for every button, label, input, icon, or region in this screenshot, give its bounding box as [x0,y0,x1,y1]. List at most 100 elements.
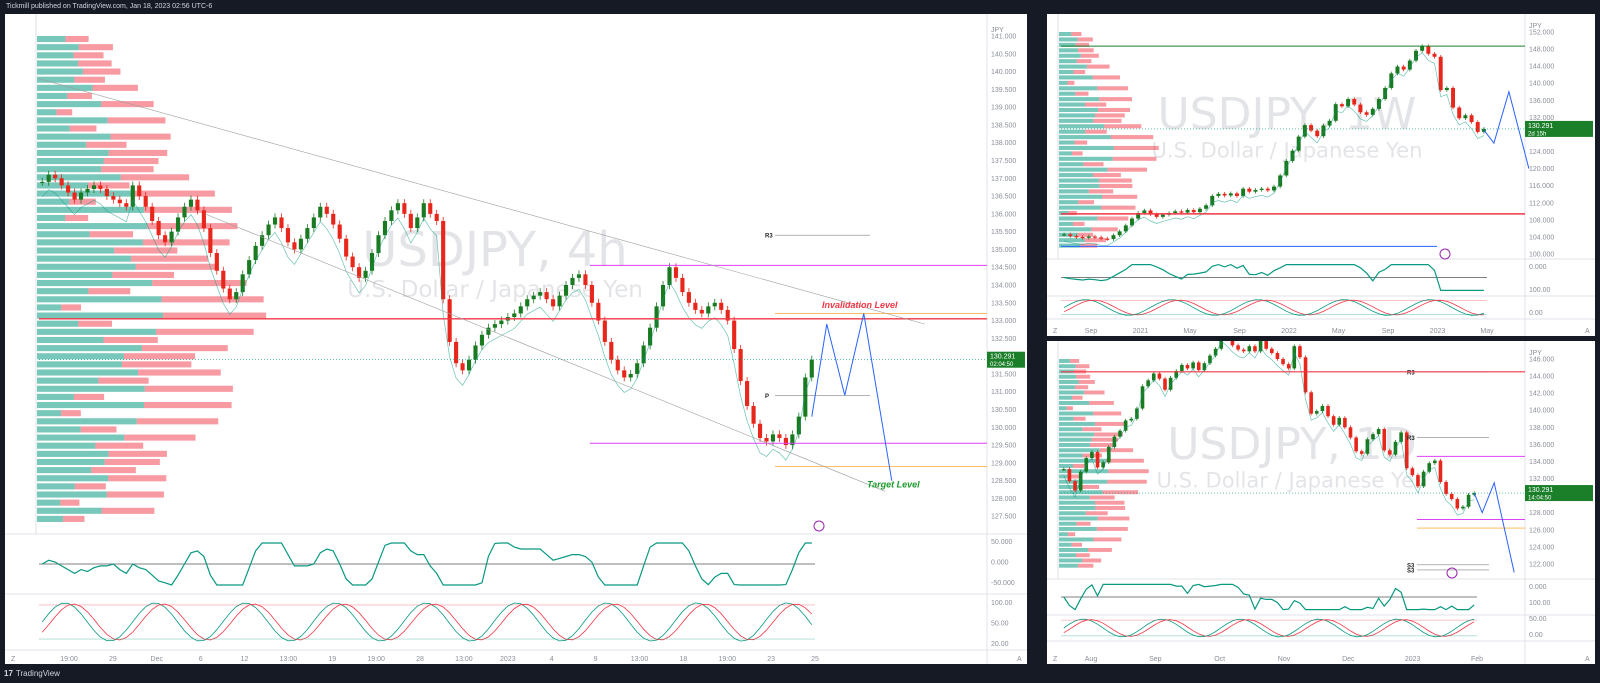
volume-profile-bar-up [37,117,108,124]
volume-profile-bar-down [1072,464,1085,468]
candle-body [1382,429,1387,451]
channel-upper-line [38,78,926,325]
volume-profile-bar-down [1089,443,1116,447]
y-tick-label: 129.500 [991,443,1016,450]
chart-1w-svg[interactable]: USDJPY, 1WU.S. Dollar / Japanese YenJPY1… [1047,14,1595,336]
candle-body [1432,53,1437,57]
candle-body [1321,125,1326,137]
x-tick-label: 9 [594,656,598,663]
volume-profile-bar-up [37,418,137,425]
auto-scale-button: A [1017,656,1022,663]
volume-profile-bar-up [37,353,124,360]
candle-body [1354,437,1358,452]
chart-4h-panel[interactable]: USDJPY, 4h U.S. Dollar / Japanese Yen JPY 1… [5,14,1027,664]
volume-profile-bar-down [1107,479,1147,484]
volume-profile-bar-down [69,125,97,132]
candle-body [538,292,543,296]
candle-body [1247,188,1252,192]
indicator-tick-label: 0.000 [991,559,1009,566]
price-label-value: 130.291 [1528,487,1553,494]
candle-body [531,295,536,300]
volume-profile-bar-down [1093,173,1121,178]
candle-body [1163,378,1167,390]
y-tick-label: 136.000 [991,211,1016,218]
publisher-text: Tickmill published on TradingView.com, J… [6,3,213,10]
volume-profile-bar-up [1059,448,1100,453]
volume-profile-bar-down [1110,135,1154,140]
y-tick-label: 132.000 [1529,115,1554,122]
candle-body [518,306,523,314]
candle-body [693,302,698,310]
momentum-indicator-line [41,542,812,586]
volume-profile-bar-up [1059,97,1100,102]
candle-body [1399,432,1403,442]
y-tick-label: 148.000 [1529,47,1554,54]
volume-profile-bar-up [1059,416,1074,421]
volume-profile-bar-down [1077,232,1094,237]
indicator-tick-label: 50.000 [991,539,1013,546]
volume-profile-bar-down [1075,364,1090,369]
candle-body [725,309,730,321]
candle-body [570,277,575,285]
y-tick-label: 144.000 [1529,64,1554,71]
volume-profile-bar-up [1059,91,1076,96]
candle-body [641,345,646,364]
candle-body [1185,364,1190,369]
watermark-symbol: USDJPY, 1D [1167,419,1416,470]
chart-1w-panel[interactable]: USDJPY, 1W U.S. Dollar / Japanese Yen JPY 1… [1047,14,1595,336]
volume-profile-bar-up [1059,553,1076,558]
x-tick-label: 2023 [1405,656,1421,663]
candle-body [809,359,814,378]
chart-4h-svg[interactable]: USDJPY, 4hU.S. Dollar / Japanese YenJPY1… [5,14,1027,664]
y-tick-label: 104.000 [1529,234,1554,241]
candle-body [1123,420,1128,431]
volume-profile-bar-down [1101,205,1136,210]
y-tick-label: 138.500 [991,122,1016,129]
candle-body [305,228,310,239]
candle-body [473,345,478,360]
x-tick-label: 12 [241,656,249,663]
candle-body [551,299,556,307]
volume-profile-bar-down [1074,140,1088,145]
candle-body [363,270,368,278]
volume-profile-bar-up [37,92,68,100]
candle-body [1433,460,1437,464]
volume-profile-bar-down [1086,64,1110,69]
candle-body [660,285,666,307]
volume-profile-bar-down [1071,395,1083,400]
candle-body [130,185,135,207]
candle-body [156,220,161,236]
candle-body [53,174,58,179]
candle-body [434,213,439,221]
y-tick-label: 136.000 [1529,442,1554,449]
volume-profile-bar-down [104,458,160,466]
volume-profile-bar-down [1099,178,1132,183]
volume-profile-bar-up [37,182,88,189]
y-tick-label: 142.000 [1529,391,1554,398]
volume-profile-bar-up [37,288,89,295]
volume-profile-bar-up [1059,42,1076,47]
candle-body [1333,104,1338,121]
candle-body [686,292,691,303]
volume-profile-bar-down [1075,91,1089,96]
target-level-label: Target Level [867,480,920,490]
candle-body [1095,452,1100,468]
pivot-level-label: S3 [1407,568,1415,574]
candle-body [279,217,284,229]
chart-1d-panel[interactable]: USDJPY, 1D U.S. Dollar / Japanese Yen JPY 1… [1047,341,1595,664]
candle-body [1466,494,1471,507]
candle-body [1185,210,1190,213]
volume-profile-bar-down [101,507,155,514]
candle-body [706,306,711,314]
volume-profile-bar-up [37,255,132,262]
x-tick-label: 19:00 [718,656,736,663]
chart-1d-svg[interactable]: USDJPY, 1DU.S. Dollar / Japanese YenJPY1… [1047,341,1595,664]
price-label-box [987,351,1025,368]
y-tick-label: 131.500 [991,371,1016,378]
volume-profile-bar-down [67,92,92,100]
volume-profile-bar-down [91,467,136,474]
volume-profile-bar-up [1059,227,1092,232]
x-tick-label: Feb [1471,656,1483,663]
volume-profile-bar-up [1059,532,1068,537]
volume-profile-bar-up [1059,380,1079,384]
